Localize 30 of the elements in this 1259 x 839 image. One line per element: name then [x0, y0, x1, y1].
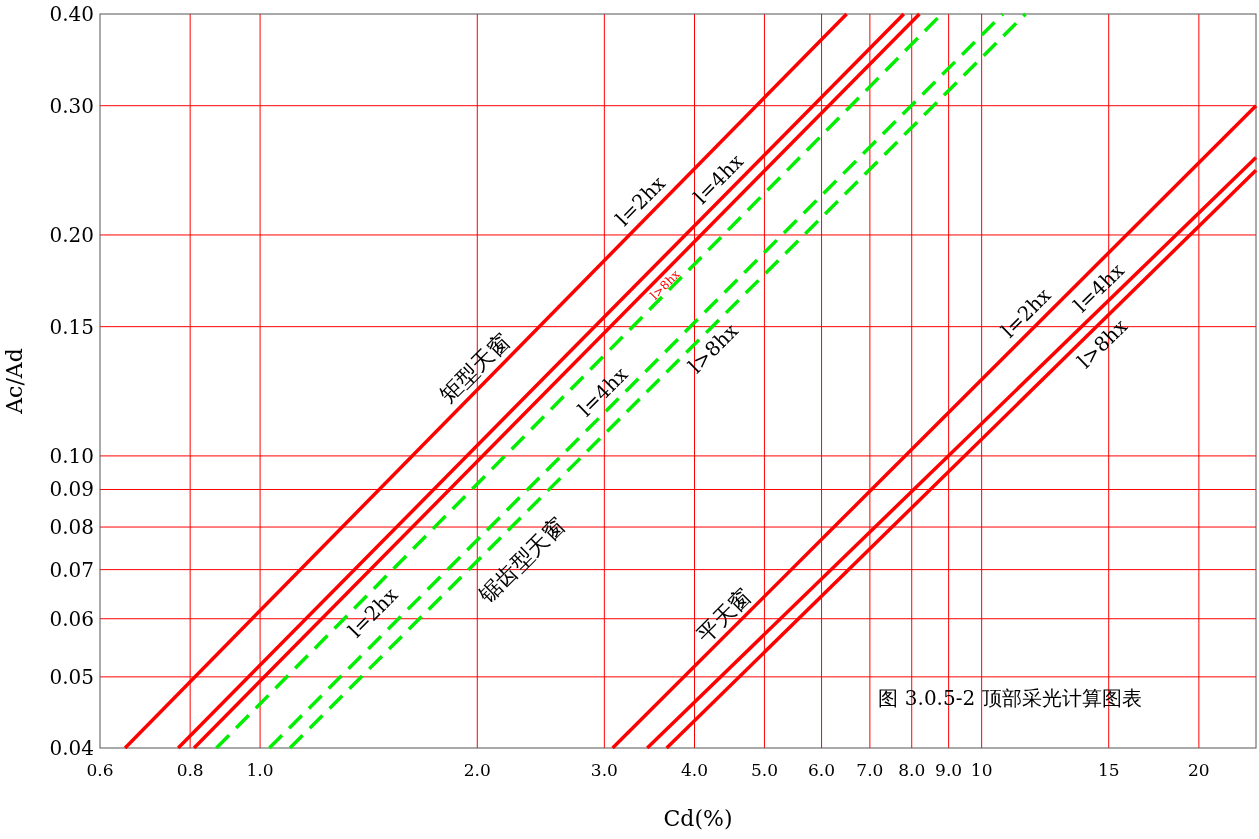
x-tick-label: 3.0: [590, 760, 618, 780]
annotation: 平天窗: [691, 582, 757, 648]
x-tick-label: 2.0: [463, 760, 491, 780]
y-tick-label: 0.07: [49, 557, 94, 582]
annotation: 锯齿型天窗: [473, 512, 570, 609]
x-tick-label: 1.0: [246, 760, 274, 780]
x-tick-label: 6.0: [808, 760, 836, 780]
y-tick-label: 0.10: [49, 443, 94, 468]
y-tick-label: 0.20: [49, 222, 94, 247]
x-tick-label: 0.8: [176, 760, 204, 780]
y-axis-title: Ac/Ad: [2, 348, 27, 415]
y-tick-label: 0.06: [49, 606, 94, 631]
annotation: 矩型天窗: [435, 328, 515, 408]
x-tick-label: 10: [970, 760, 993, 780]
x-tick-label: 20: [1188, 760, 1210, 780]
y-tick-label: 0.15: [49, 314, 94, 339]
x-tick-label: 4.0: [680, 760, 709, 780]
y-tick-label: 0.40: [49, 2, 94, 26]
x-tick-label: 7.0: [856, 760, 884, 780]
y-tick-label: 0.05: [49, 664, 94, 689]
y-tick-label: 0.08: [49, 515, 94, 540]
x-tick-label: 0.6: [86, 760, 114, 780]
y-tick-label: 0.30: [49, 93, 94, 118]
x-tick-label: 8.0: [898, 760, 926, 780]
x-tick-label: 15: [1097, 760, 1120, 780]
x-axis-title: Cd(%): [663, 806, 733, 831]
x-tick-label: 5.0: [750, 760, 778, 780]
y-tick-label: 0.09: [49, 477, 94, 502]
x-tick-label: 9.0: [935, 760, 963, 780]
y-tick-label: 0.04: [49, 736, 94, 760]
